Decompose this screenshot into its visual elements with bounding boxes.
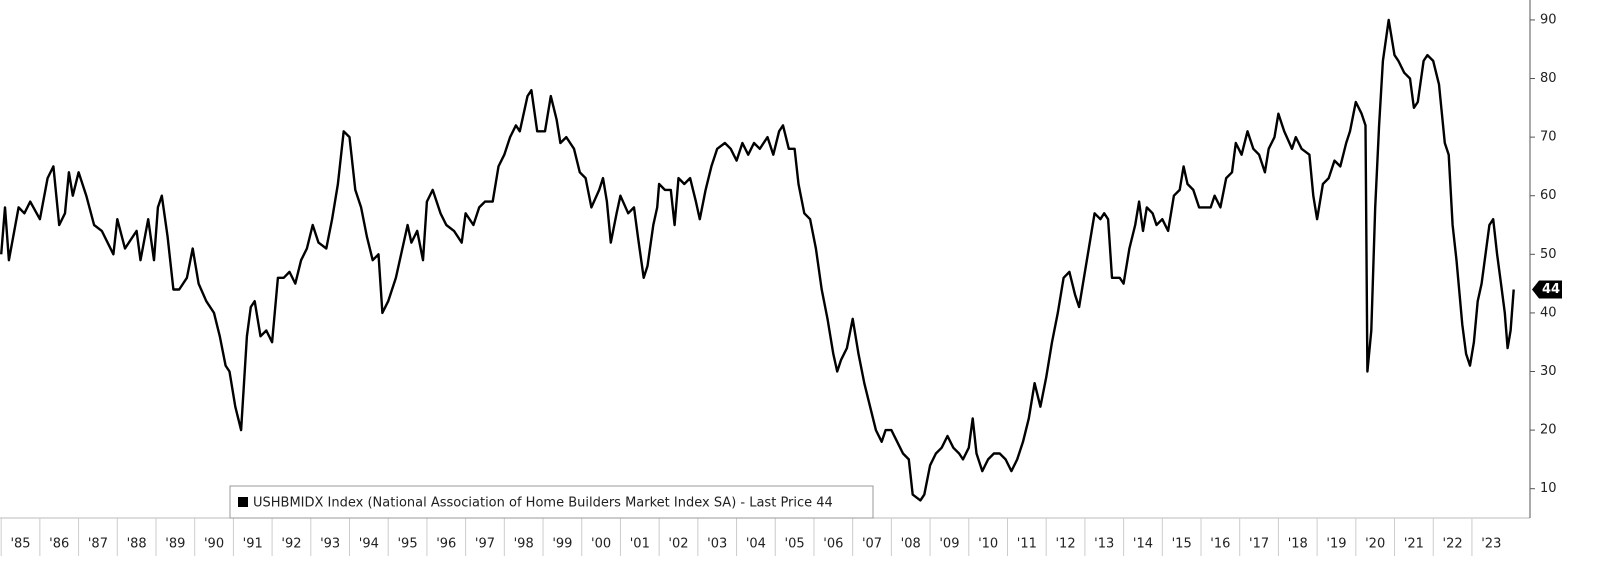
x-tick-label: '10 [978, 537, 998, 552]
x-tick-label: '94 [359, 537, 379, 552]
x-tick-label: '02 [668, 537, 688, 552]
x-tick-label: '93 [320, 537, 340, 552]
y-tick-label: 80 [1540, 71, 1557, 86]
last-price-label: 44 [1542, 282, 1560, 297]
x-tick-label: '86 [49, 537, 69, 552]
y-tick-label: 50 [1540, 247, 1557, 262]
x-tick-label: '91 [243, 537, 263, 552]
x-tick-label: '23 [1481, 537, 1501, 552]
x-tick-label: '88 [127, 537, 147, 552]
x-tick-label: '21 [1404, 537, 1424, 552]
x-tick-label: '01 [630, 537, 650, 552]
line-series [0, 18, 1515, 502]
y-tick-label: 30 [1540, 364, 1557, 379]
y-tick-label: 90 [1540, 12, 1557, 27]
x-tick-label: '04 [746, 537, 766, 552]
legend-swatch [238, 497, 248, 507]
x-tick-label: '85 [10, 537, 30, 552]
x-tick-label: '07 [862, 537, 882, 552]
x-tick-label: '90 [204, 537, 224, 552]
x-tick-label: '22 [1443, 537, 1463, 552]
x-tick-label: '17 [1249, 537, 1269, 552]
x-tick-label: '20 [1365, 537, 1385, 552]
x-tick-label: '08 [901, 537, 921, 552]
x-tick-label: '11 [1017, 537, 1037, 552]
x-tick-label: '12 [1055, 537, 1075, 552]
y-tick-label: 20 [1540, 423, 1557, 438]
x-tick-label: '89 [165, 537, 185, 552]
x-tick-label: '09 [939, 537, 959, 552]
x-tick-label: '15 [1172, 537, 1192, 552]
last-price-tag [1532, 280, 1562, 299]
x-tick-label: '13 [1094, 537, 1114, 552]
x-tick-label: '14 [1133, 537, 1153, 552]
x-tick-label: '95 [397, 537, 417, 552]
x-tick-label: '18 [1288, 537, 1308, 552]
x-tick-label: '87 [88, 537, 108, 552]
x-tick-label: '03 [707, 537, 727, 552]
x-tick-label: '96 [436, 537, 456, 552]
x-tick-label: '99 [552, 537, 572, 552]
legend-box [229, 485, 874, 519]
x-tick-label: '05 [785, 537, 805, 552]
x-tick-label: '06 [823, 537, 843, 552]
y-tick-label: 10 [1540, 481, 1557, 496]
x-tick-label: '92 [281, 537, 301, 552]
y-tick-label: 60 [1540, 188, 1557, 203]
y-tick-label: 70 [1540, 130, 1557, 145]
x-tick-label: '97 [475, 537, 495, 552]
y-tick-label: 40 [1540, 305, 1557, 320]
x-tick-label: '00 [591, 537, 611, 552]
x-tick-label: '19 [1326, 537, 1346, 552]
x-tick-label: '98 [514, 537, 534, 552]
legend-label: USHBMIDX Index (National Association of … [253, 496, 833, 511]
x-tick-label: '16 [1210, 537, 1230, 552]
